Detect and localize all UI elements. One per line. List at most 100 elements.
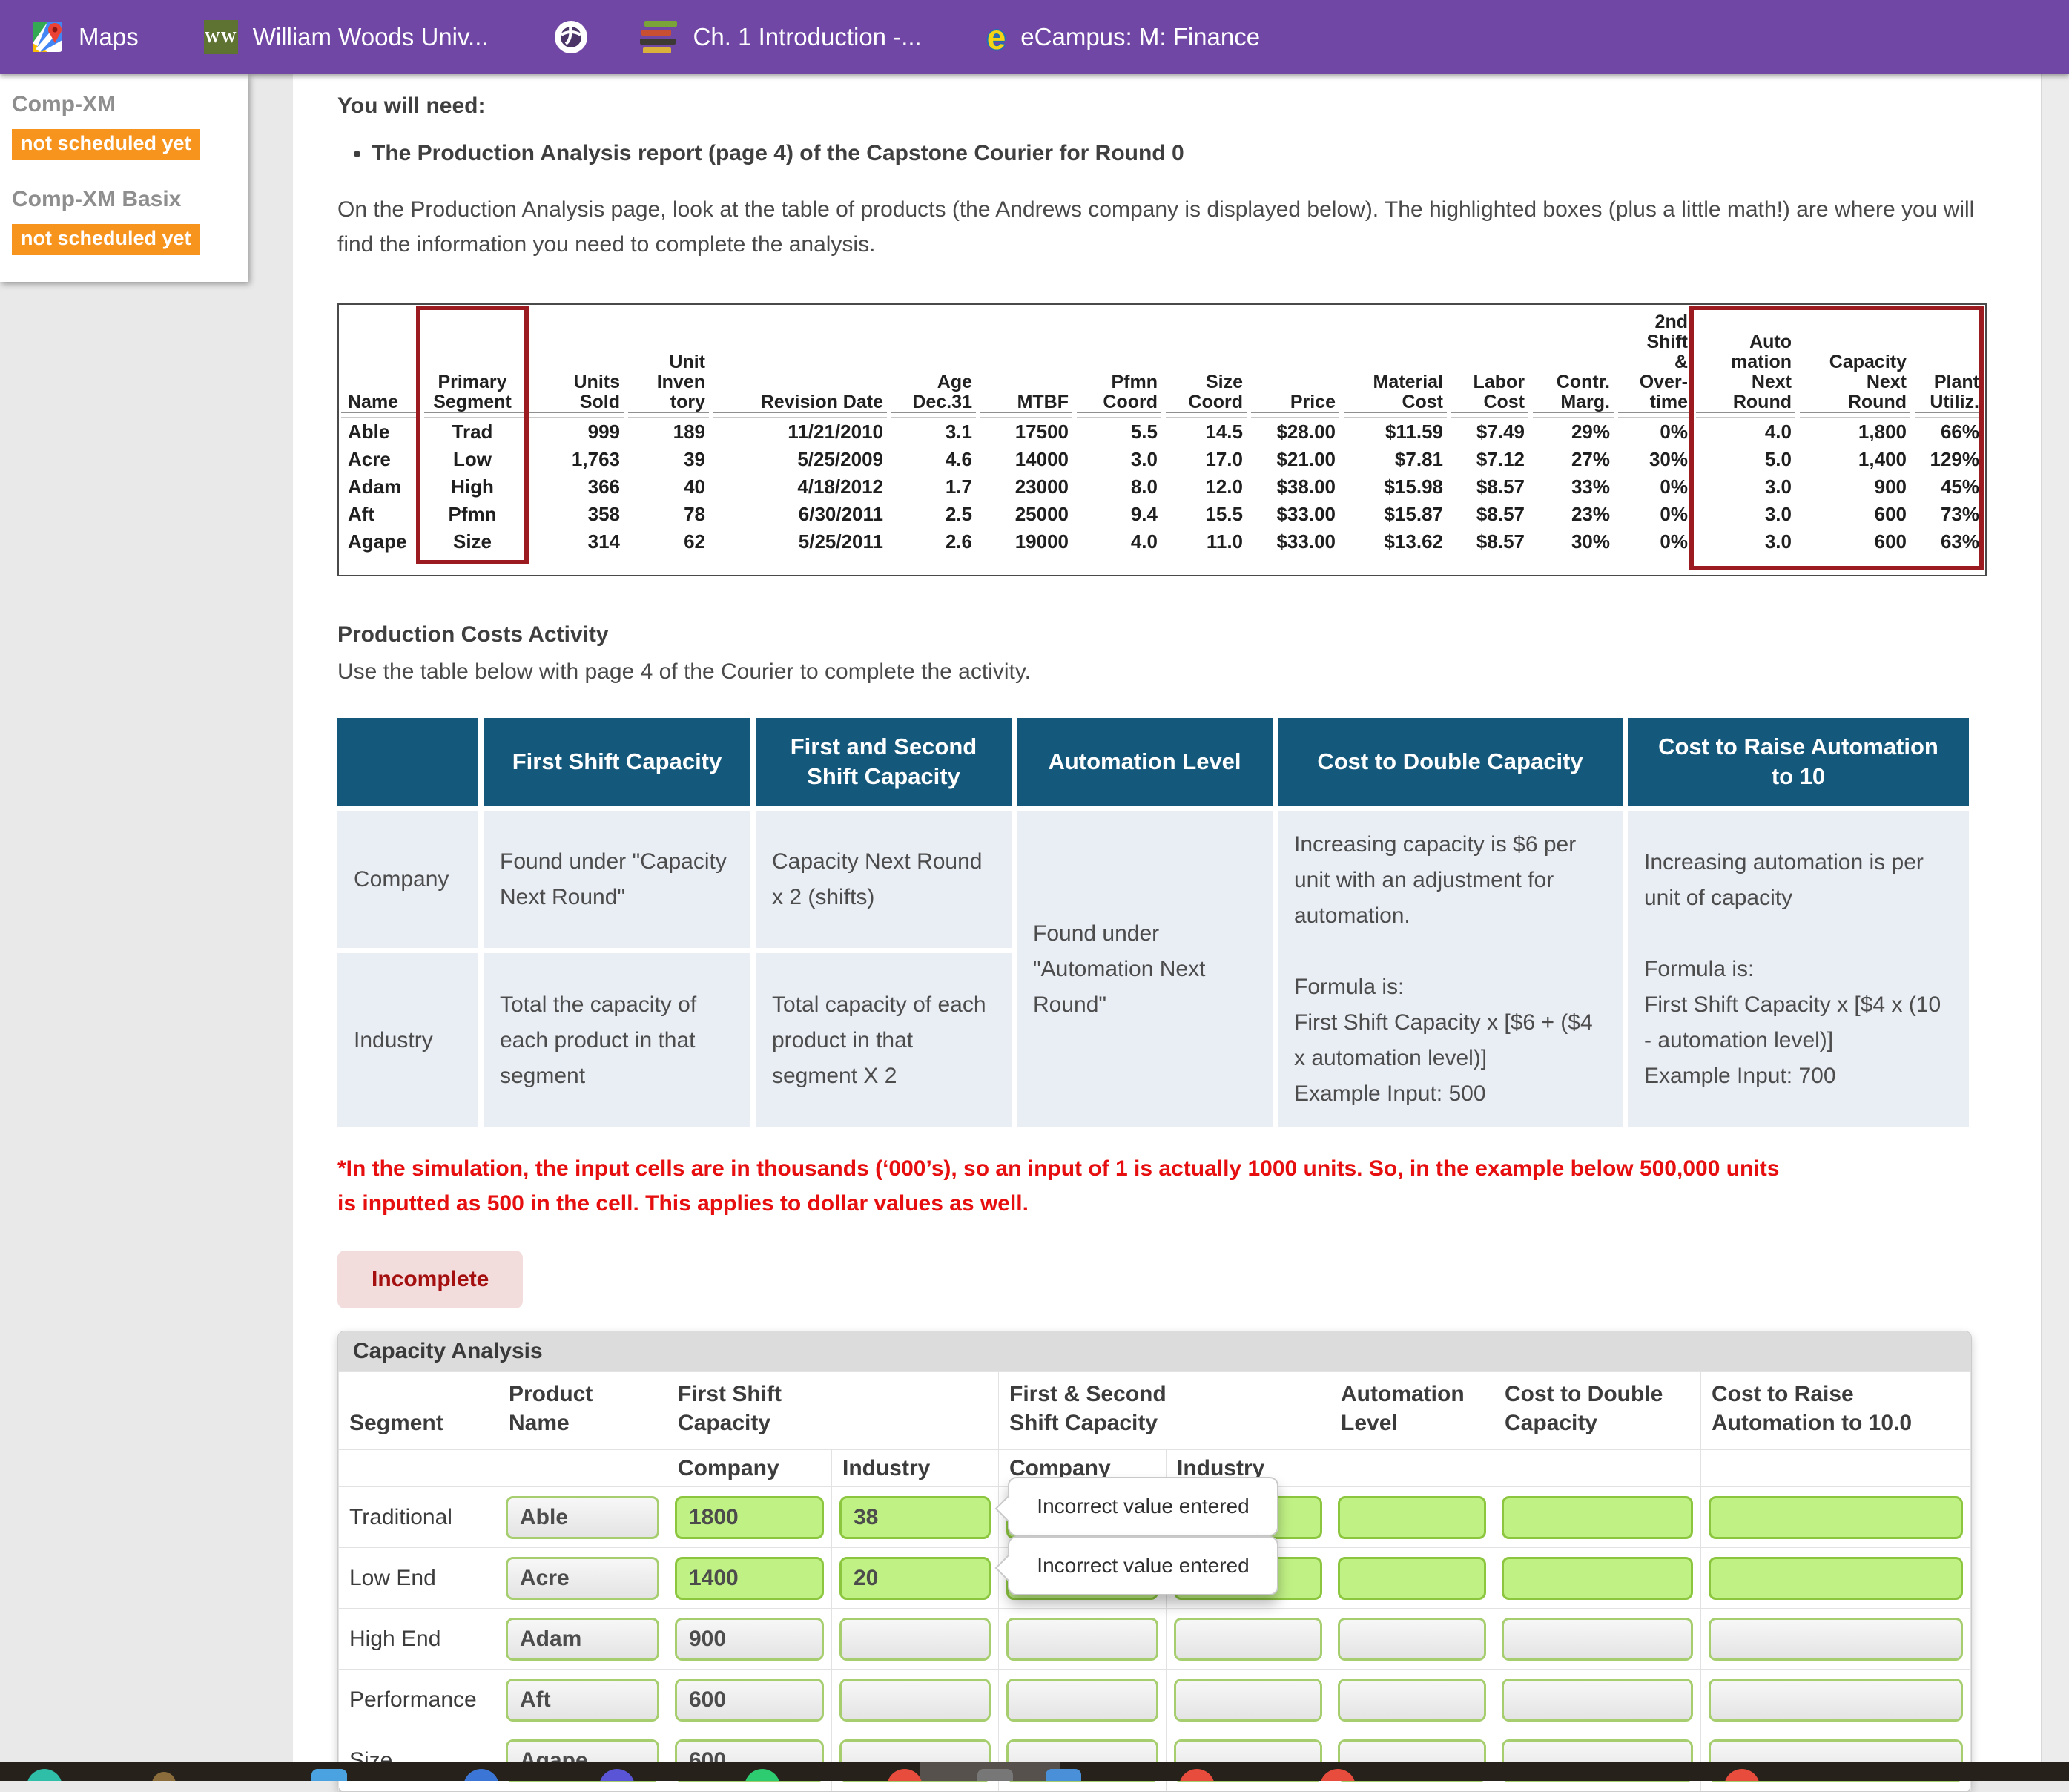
dock-app-icon[interactable]: [745, 1769, 780, 1781]
production-costs-title: Production Costs Activity: [337, 622, 2041, 648]
product-name-input[interactable]: [506, 1496, 659, 1539]
product-name-input[interactable]: [506, 1557, 659, 1600]
automation-level-input[interactable]: [1338, 1618, 1486, 1661]
ecampus-icon: e: [987, 20, 1006, 54]
first-shift-industry-input[interactable]: [839, 1557, 991, 1600]
column-header: Contr. Marg.: [1531, 305, 1616, 418]
cost-raise-input[interactable]: [1709, 1496, 1963, 1539]
automation-level-input[interactable]: [1338, 1557, 1486, 1600]
segment-label: Size: [339, 1730, 498, 1791]
activity-company-row: Company Found under "Capacity Next Round…: [337, 811, 1969, 948]
table-row-high-end: High End: [339, 1609, 1971, 1670]
dock-app-icon[interactable]: [311, 1769, 347, 1781]
sidebar-item-compxm[interactable]: Comp-XM: [12, 92, 248, 117]
column-header: Material Cost: [1342, 305, 1449, 418]
automation-level-input[interactable]: [1338, 1496, 1486, 1539]
books-icon: [640, 21, 679, 53]
scrollbar-track[interactable]: [2041, 74, 2069, 1762]
bookmark-globe[interactable]: [554, 20, 588, 54]
first-shift-company-input[interactable]: [675, 1679, 824, 1722]
row-label: Company: [337, 811, 478, 948]
product-name-input[interactable]: [506, 1618, 659, 1661]
status-badge-compxm-basix: not scheduled yet: [12, 224, 200, 255]
table-header-row: Name Primary Segment Units Sold Unit Inv…: [339, 305, 1985, 418]
bookmark-maps[interactable]: Maps: [31, 21, 139, 53]
bookmark-label: Maps: [79, 23, 139, 51]
tooltip-incorrect-value: Incorrect value entered: [1008, 1536, 1278, 1595]
both-shifts-industry-input[interactable]: [1174, 1618, 1322, 1661]
william-woods-icon: WW: [204, 20, 238, 54]
dock-app-icon[interactable]: [27, 1769, 62, 1781]
cost-double-input[interactable]: [1502, 1618, 1693, 1661]
segment-label: Low End: [339, 1548, 498, 1609]
activity-header-row: First Shift Capacity First and Second Sh…: [337, 718, 1969, 806]
column-header: Plant Utiliz.: [1913, 305, 1985, 418]
cost-double-input[interactable]: [1502, 1496, 1693, 1539]
sidebar: Comp-XM not scheduled yet Comp-XM Basix …: [0, 74, 248, 282]
you-will-need-heading: You will need:: [337, 93, 2041, 119]
dock-app-icon[interactable]: [977, 1769, 1013, 1781]
cost-double-input[interactable]: [1502, 1557, 1693, 1600]
first-shift-industry-input[interactable]: [839, 1679, 991, 1722]
segment-label: High End: [339, 1609, 498, 1670]
cost-double-input[interactable]: [1502, 1679, 1693, 1722]
segment-label: Performance: [339, 1670, 498, 1730]
column-header: Age Dec.31: [889, 305, 978, 418]
table-row: AbleTrad99918911/21/20103.1175005.514.5$…: [339, 418, 1985, 446]
capacity-header-row: Segment Product Name First Shift Capacit…: [339, 1372, 1971, 1450]
bookmark-william-woods[interactable]: WW William Woods Univ...: [204, 20, 489, 54]
column-header: Labor Cost: [1449, 305, 1531, 418]
both-shifts-industry-input[interactable]: [1174, 1679, 1322, 1722]
row-label: Industry: [337, 953, 478, 1127]
dock-app-icon[interactable]: [1046, 1769, 1081, 1781]
globe-icon: [554, 20, 588, 54]
column-header: Product Name: [498, 1372, 667, 1450]
column-header: First Shift Capacity: [484, 718, 750, 806]
table-row-performance: Performance: [339, 1670, 1971, 1730]
production-costs-instruction: Use the table below with page 4 of the C…: [337, 659, 2041, 685]
bookmark-label: Ch. 1 Introduction -...: [693, 23, 922, 51]
first-shift-company-input[interactable]: [675, 1618, 824, 1661]
table-row-size: Size: [339, 1730, 1971, 1791]
incomplete-status-button[interactable]: Incomplete: [337, 1251, 523, 1308]
first-shift-industry-input[interactable]: [839, 1496, 991, 1539]
sidebar-item-compxm-basix[interactable]: Comp-XM Basix: [12, 187, 248, 212]
both-shifts-company-input[interactable]: [1006, 1679, 1158, 1722]
first-shift-company-input[interactable]: [675, 1496, 824, 1539]
cost-raise-input[interactable]: [1709, 1618, 1963, 1661]
industry-both-shifts-cell: Total capacity of each product in that s…: [756, 953, 1012, 1127]
capacity-analysis-title: Capacity Analysis: [338, 1331, 1971, 1371]
dock-app-icon[interactable]: [599, 1769, 635, 1781]
both-shifts-company-input[interactable]: [1006, 1618, 1158, 1661]
dock-app-icon[interactable]: [463, 1769, 499, 1781]
dock-app-icon[interactable]: [1179, 1769, 1215, 1781]
company-first-shift-cell: Found under "Capacity Next Round": [484, 811, 750, 948]
dock-app-icon[interactable]: [887, 1769, 923, 1781]
column-header: Automation Level: [1017, 718, 1273, 806]
dock-app-icon[interactable]: [1724, 1769, 1760, 1781]
first-shift-industry-input[interactable]: [839, 1618, 991, 1661]
column-header: Cost to Double Capacity: [1494, 1372, 1701, 1450]
thousands-warning-note: *In the simulation, the input cells are …: [337, 1152, 1999, 1221]
column-header: Primary Segment: [422, 305, 526, 418]
column-header: Name: [339, 305, 422, 418]
table-row: AdamHigh366404/18/20121.7230008.012.0$38…: [339, 473, 1985, 501]
bookmark-label: eCampus: M: Finance: [1020, 23, 1260, 51]
bookmark-ch1-introduction[interactable]: Ch. 1 Introduction -...: [640, 21, 922, 53]
automation-level-cell: Found under "Automation Next Round": [1017, 811, 1273, 1127]
intro-paragraph: On the Production Analysis page, look at…: [337, 193, 1991, 262]
product-name-input[interactable]: [506, 1679, 659, 1722]
column-header: Revision Date: [711, 305, 889, 418]
cost-raise-input[interactable]: [1709, 1557, 1963, 1600]
first-shift-company-input[interactable]: [675, 1557, 824, 1600]
column-header: Segment: [339, 1372, 498, 1450]
dock-app-icon[interactable]: [1320, 1769, 1356, 1781]
column-header: First & Second Shift Capacity: [999, 1372, 1330, 1450]
column-header: Cost to Raise Automation to 10: [1628, 718, 1969, 806]
cost-double-capacity-cell: Increasing capacity is $6 per unit with …: [1278, 811, 1623, 1127]
bookmark-ecampus[interactable]: e eCampus: M: Finance: [987, 20, 1260, 54]
table-row: AgapeSize314625/25/20112.6190004.011.0$3…: [339, 528, 1985, 556]
automation-level-input[interactable]: [1338, 1679, 1486, 1722]
cost-raise-input[interactable]: [1709, 1679, 1963, 1722]
dock-app-icon[interactable]: [152, 1772, 176, 1781]
